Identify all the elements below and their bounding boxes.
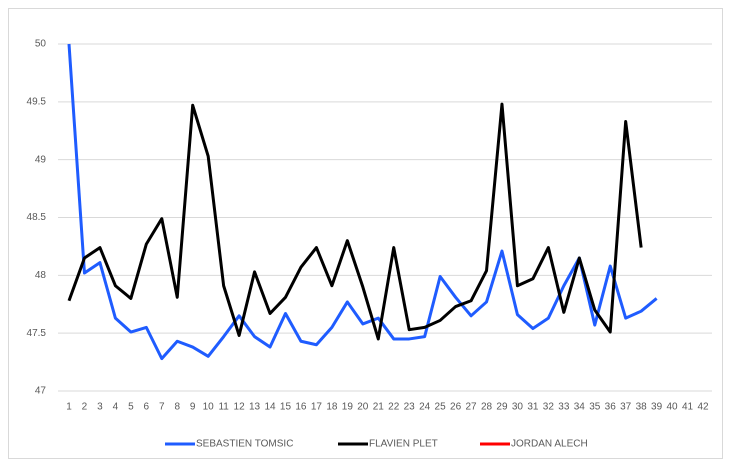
x-tick-label: 26 xyxy=(450,402,462,413)
x-tick-label: 22 xyxy=(388,402,400,413)
x-tick-label: 24 xyxy=(419,402,431,413)
y-tick-label: 49.5 xyxy=(27,96,47,107)
x-tick-label: 39 xyxy=(651,402,663,413)
x-tick-label: 32 xyxy=(543,402,555,413)
x-tick-label: 9 xyxy=(190,402,196,413)
x-tick-label: 8 xyxy=(174,402,180,413)
x-tick-label: 19 xyxy=(342,402,354,413)
x-tick-label: 11 xyxy=(218,402,229,413)
y-tick-label: 49 xyxy=(35,154,47,165)
x-tick-label: 13 xyxy=(249,402,261,413)
x-tick-label: 41 xyxy=(682,402,694,413)
y-tick-label: 48.5 xyxy=(27,212,47,223)
x-tick-label: 10 xyxy=(203,402,215,413)
x-tick-label: 31 xyxy=(527,402,539,413)
x-tick-label: 25 xyxy=(435,402,447,413)
x-tick-label: 18 xyxy=(326,402,338,413)
x-tick-label: 3 xyxy=(97,402,103,413)
x-tick-label: 30 xyxy=(512,402,524,413)
x-tick-label: 37 xyxy=(620,402,632,413)
series-line xyxy=(67,102,643,341)
x-tick-label: 40 xyxy=(667,402,679,413)
x-tick-label: 15 xyxy=(280,402,292,413)
x-tick-label: 5 xyxy=(128,402,134,413)
x-tick-label: 35 xyxy=(589,402,601,413)
y-tick-label: 50 xyxy=(35,39,47,50)
y-tick-label: 47 xyxy=(35,386,47,397)
x-tick-label: 36 xyxy=(605,402,617,413)
x-tick-label: 2 xyxy=(82,402,88,413)
x-tick-label: 20 xyxy=(357,402,369,413)
x-tick-label: 21 xyxy=(373,402,385,413)
x-tick-label: 4 xyxy=(113,402,119,413)
x-tick-label: 27 xyxy=(465,402,477,413)
legend-label: FLAVIEN PLET xyxy=(369,439,438,450)
x-tick-label: 34 xyxy=(574,402,586,413)
x-tick-label: 12 xyxy=(234,402,246,413)
x-tick-label: 33 xyxy=(558,402,570,413)
x-tick-label: 23 xyxy=(404,402,416,413)
legend-label: JORDAN ALECH xyxy=(511,439,588,450)
x-tick-label: 7 xyxy=(159,402,165,413)
x-tick-label: 29 xyxy=(496,402,508,413)
x-tick-label: 17 xyxy=(311,402,323,413)
chart-frame xyxy=(8,8,723,459)
x-tick-label: 16 xyxy=(295,402,307,413)
x-tick-label: 38 xyxy=(636,402,648,413)
x-tick-label: 42 xyxy=(697,402,709,413)
x-tick-label: 28 xyxy=(481,402,493,413)
x-tick-label: 14 xyxy=(264,402,276,413)
x-tick-label: 1 xyxy=(66,402,72,413)
legend-label: SEBASTIEN TOMSIC xyxy=(196,439,293,450)
y-tick-label: 47.5 xyxy=(27,328,47,339)
x-tick-label: 6 xyxy=(144,402,150,413)
y-tick-label: 48 xyxy=(35,270,47,281)
